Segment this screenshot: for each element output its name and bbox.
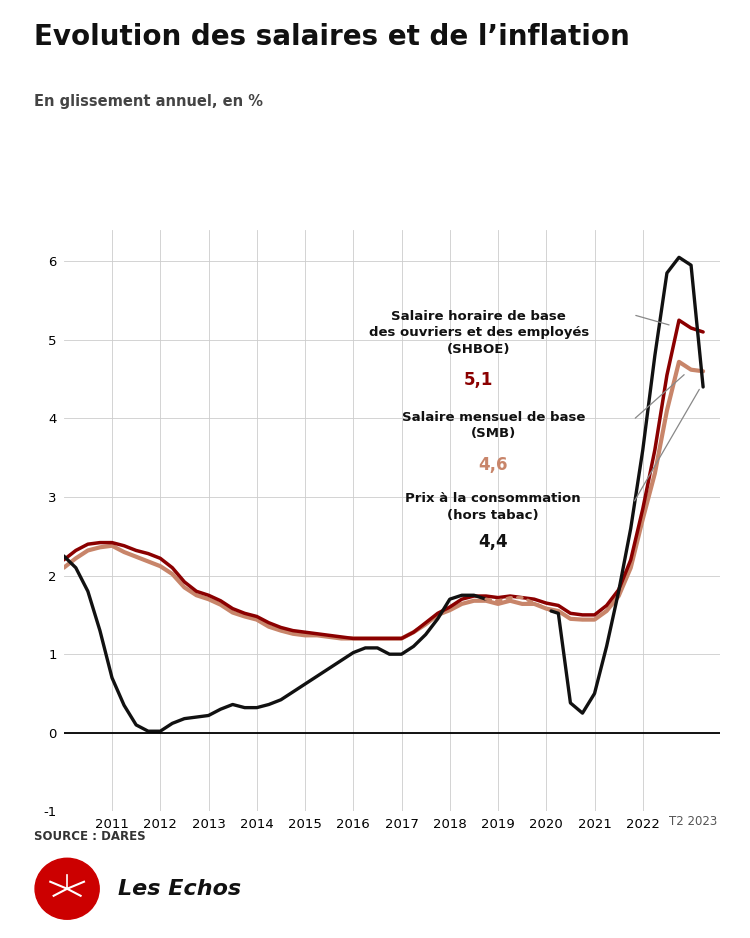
- Text: 5,1: 5,1: [464, 371, 494, 389]
- Text: 4,6: 4,6: [478, 456, 508, 474]
- Text: Prix à la consommation
(hors tabac): Prix à la consommation (hors tabac): [406, 492, 581, 522]
- Text: SOURCE : DARES: SOURCE : DARES: [34, 830, 146, 843]
- Ellipse shape: [35, 858, 99, 919]
- Text: T2 2023: T2 2023: [669, 815, 718, 828]
- Text: Salaire mensuel de base
(SMB): Salaire mensuel de base (SMB): [401, 411, 585, 440]
- Text: 4,4: 4,4: [478, 533, 508, 552]
- Text: En glissement annuel, en %: En glissement annuel, en %: [34, 94, 262, 109]
- Text: Salaire horaire de base
des ouvriers et des employés
(SHBOE): Salaire horaire de base des ouvriers et …: [368, 310, 589, 356]
- Text: Evolution des salaires et de l’inflation: Evolution des salaires et de l’inflation: [34, 23, 629, 52]
- Text: Les Echos: Les Echos: [118, 879, 241, 899]
